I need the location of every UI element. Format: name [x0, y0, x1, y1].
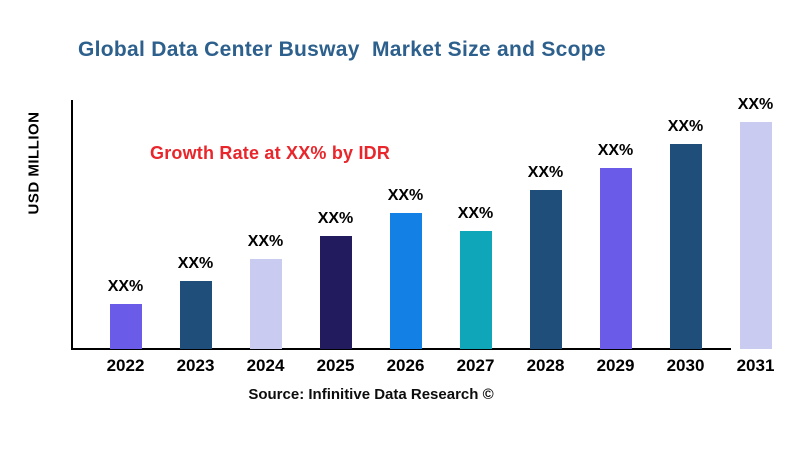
- x-tick-label-2028: 2028: [526, 356, 565, 375]
- x-tick-label-2025: 2025: [316, 356, 355, 375]
- bar-2031: [739, 122, 772, 349]
- bar-2029: [599, 168, 632, 349]
- x-axis-line: [71, 348, 731, 350]
- bar-value-label-2023: XX%: [177, 255, 214, 272]
- x-tick-label-2022: 2022: [106, 356, 145, 375]
- bar-value-label-2031: XX%: [737, 96, 774, 113]
- bar-value-label-2029: XX%: [597, 142, 634, 159]
- bar-value-label-2025: XX%: [317, 210, 354, 227]
- bar-value-label-2027: XX%: [457, 205, 494, 222]
- x-tick-label-2024: 2024: [246, 356, 285, 375]
- x-tick-label-2027: 2027: [456, 356, 495, 375]
- bar-2025: [319, 236, 352, 349]
- bar-2026: [389, 213, 422, 349]
- x-tick-label-2023: 2023: [176, 356, 215, 375]
- bar-2027: [459, 231, 492, 349]
- bar-value-label-2028: XX%: [527, 164, 564, 181]
- x-tick-label-2029: 2029: [596, 356, 635, 375]
- bar-2022: [109, 304, 142, 349]
- bar-2024: [249, 259, 282, 349]
- bar-value-label-2026: XX%: [387, 187, 424, 204]
- x-tick-label-2031: 2031: [736, 356, 775, 375]
- chart-title: Global Data Center Busway Market Size an…: [78, 38, 606, 61]
- source-credit: Source: Infinitive Data Research ©: [248, 386, 494, 403]
- bar-2023: [179, 281, 212, 349]
- bar-2030: [669, 144, 702, 349]
- x-tick-label-2026: 2026: [386, 356, 425, 375]
- x-tick-label-2030: 2030: [666, 356, 705, 375]
- bar-value-label-2024: XX%: [247, 233, 284, 250]
- y-axis-label: USD MILLION: [25, 111, 43, 215]
- bar-2028: [529, 190, 562, 349]
- bar-value-label-2022: XX%: [107, 278, 144, 295]
- growth-rate-annotation: Growth Rate at XX% by IDR: [150, 143, 391, 163]
- bar-value-label-2030: XX%: [667, 118, 704, 135]
- y-axis-line: [71, 100, 73, 350]
